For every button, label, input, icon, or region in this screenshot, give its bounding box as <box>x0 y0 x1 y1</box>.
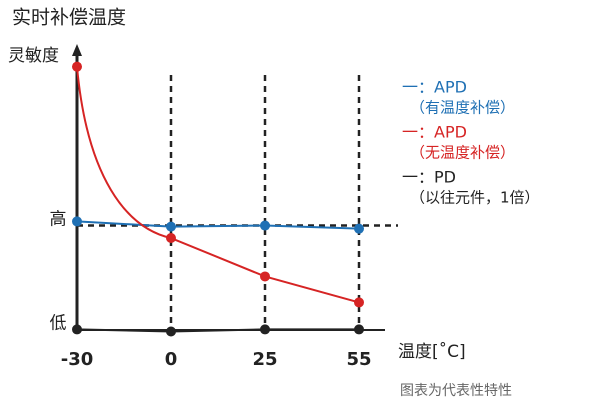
legend-description: （以往元件，1倍） <box>410 189 540 207</box>
x-tick-label: 25 <box>252 349 277 370</box>
data-point <box>166 221 176 232</box>
data-point <box>72 324 82 335</box>
data-point <box>260 271 270 282</box>
data-point <box>354 223 364 234</box>
series-line <box>76 328 359 333</box>
y-tick-label: 高 <box>50 210 67 230</box>
series-line <box>76 220 360 230</box>
data-point <box>166 233 176 244</box>
series-line <box>76 66 360 304</box>
data-point <box>354 297 364 308</box>
legend-label: 一：APD <box>402 78 467 97</box>
legend-description: （有温度补偿） <box>410 99 515 117</box>
data-point <box>260 324 270 335</box>
data-point <box>72 216 82 227</box>
chart-title: 实时补偿温度 <box>12 7 126 29</box>
x-tick-label: 0 <box>165 349 178 370</box>
x-axis-label: 温度[˚C] <box>398 341 466 362</box>
y-axis-arrow <box>72 44 82 56</box>
data-point <box>354 324 364 335</box>
legend-description: （无温度补偿） <box>410 144 515 162</box>
data-point <box>166 326 176 337</box>
y-axis-label: 灵敏度 <box>8 46 59 66</box>
data-point <box>72 61 82 72</box>
data-point <box>260 220 270 231</box>
footnote: 图表为代表性特性 <box>400 383 512 399</box>
y-tick-label: 低 <box>50 313 67 333</box>
legend-label: 一：PD <box>402 168 456 187</box>
x-tick-label: -30 <box>61 349 94 370</box>
legend-label: 一：APD <box>402 123 467 142</box>
x-tick-label: 55 <box>346 349 371 370</box>
